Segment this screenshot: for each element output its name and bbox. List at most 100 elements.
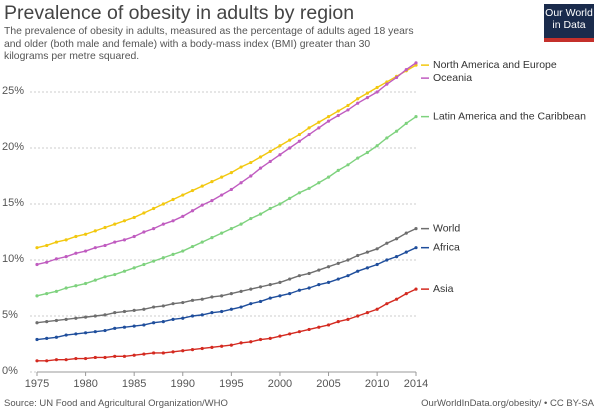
point <box>190 209 195 213</box>
point <box>278 294 282 298</box>
series-line <box>36 62 417 266</box>
point <box>171 197 175 202</box>
chart-subtitle: The prevalence of obesity in adults, mea… <box>4 26 414 62</box>
point <box>45 292 49 296</box>
point <box>122 325 127 329</box>
point <box>317 126 321 130</box>
point <box>132 266 136 270</box>
point <box>336 320 340 324</box>
point <box>161 202 165 206</box>
point <box>258 299 263 304</box>
point <box>74 356 78 361</box>
point <box>249 302 253 306</box>
point <box>103 225 107 230</box>
point <box>210 199 214 203</box>
point <box>113 240 117 244</box>
point <box>103 243 107 248</box>
point <box>258 337 263 342</box>
point <box>375 262 379 267</box>
point <box>54 240 59 244</box>
point <box>326 265 331 269</box>
point <box>326 119 331 123</box>
point <box>190 314 195 318</box>
point <box>365 96 370 100</box>
point <box>249 174 253 178</box>
point <box>161 304 165 308</box>
point <box>83 249 88 253</box>
point <box>152 227 156 231</box>
point <box>404 292 408 296</box>
point <box>385 136 389 140</box>
point <box>64 358 68 362</box>
point <box>200 184 204 188</box>
attribution: OurWorldInData.org/obesity/ • CC BY-SA <box>421 398 594 409</box>
point <box>375 247 379 251</box>
point <box>307 126 311 130</box>
point <box>394 129 399 133</box>
point <box>229 187 233 192</box>
point <box>122 269 127 273</box>
point <box>45 320 49 324</box>
point <box>83 331 88 335</box>
point <box>54 257 59 261</box>
point <box>181 300 185 305</box>
point <box>229 171 233 175</box>
point <box>375 85 379 90</box>
point <box>103 355 107 360</box>
point <box>258 212 263 216</box>
point <box>346 258 350 262</box>
point <box>317 268 321 272</box>
point <box>93 229 97 233</box>
point <box>74 234 78 239</box>
point <box>317 325 321 329</box>
point <box>152 321 156 325</box>
point <box>210 345 214 349</box>
point <box>346 163 350 167</box>
point <box>268 296 272 300</box>
point <box>239 165 243 169</box>
legend-label: Latin America and the Caribbean <box>433 110 586 122</box>
point <box>268 283 272 287</box>
point <box>239 289 243 293</box>
point <box>326 115 331 119</box>
x-tick-label: 2005 <box>316 378 340 390</box>
point <box>356 156 360 160</box>
point <box>346 103 350 108</box>
point <box>122 309 127 314</box>
point <box>365 91 370 95</box>
point <box>64 255 68 259</box>
point <box>385 302 389 306</box>
point <box>200 240 204 244</box>
point <box>181 316 185 320</box>
point <box>171 252 175 256</box>
point <box>103 275 107 279</box>
point <box>394 237 399 241</box>
point <box>414 63 418 67</box>
point <box>258 166 263 170</box>
point <box>268 336 272 340</box>
point <box>161 256 165 260</box>
x-tick-label: 2000 <box>268 378 292 390</box>
point <box>278 153 282 157</box>
point <box>336 113 340 118</box>
point <box>210 236 214 240</box>
point <box>45 260 49 264</box>
series-line <box>37 288 417 362</box>
point <box>365 311 370 315</box>
point <box>336 109 340 113</box>
y-tick-label: 15% <box>2 197 24 209</box>
point <box>404 250 408 254</box>
point <box>122 354 127 358</box>
point <box>210 311 214 315</box>
point <box>210 180 214 184</box>
point <box>64 238 68 242</box>
point <box>365 150 370 155</box>
point <box>336 277 340 281</box>
point <box>239 305 243 309</box>
chart-title: Prevalence of obesity in adults by regio… <box>4 2 355 24</box>
legend-label: World <box>433 222 460 234</box>
point <box>394 255 399 259</box>
point <box>220 309 224 314</box>
point <box>122 238 127 242</box>
point <box>190 298 195 302</box>
